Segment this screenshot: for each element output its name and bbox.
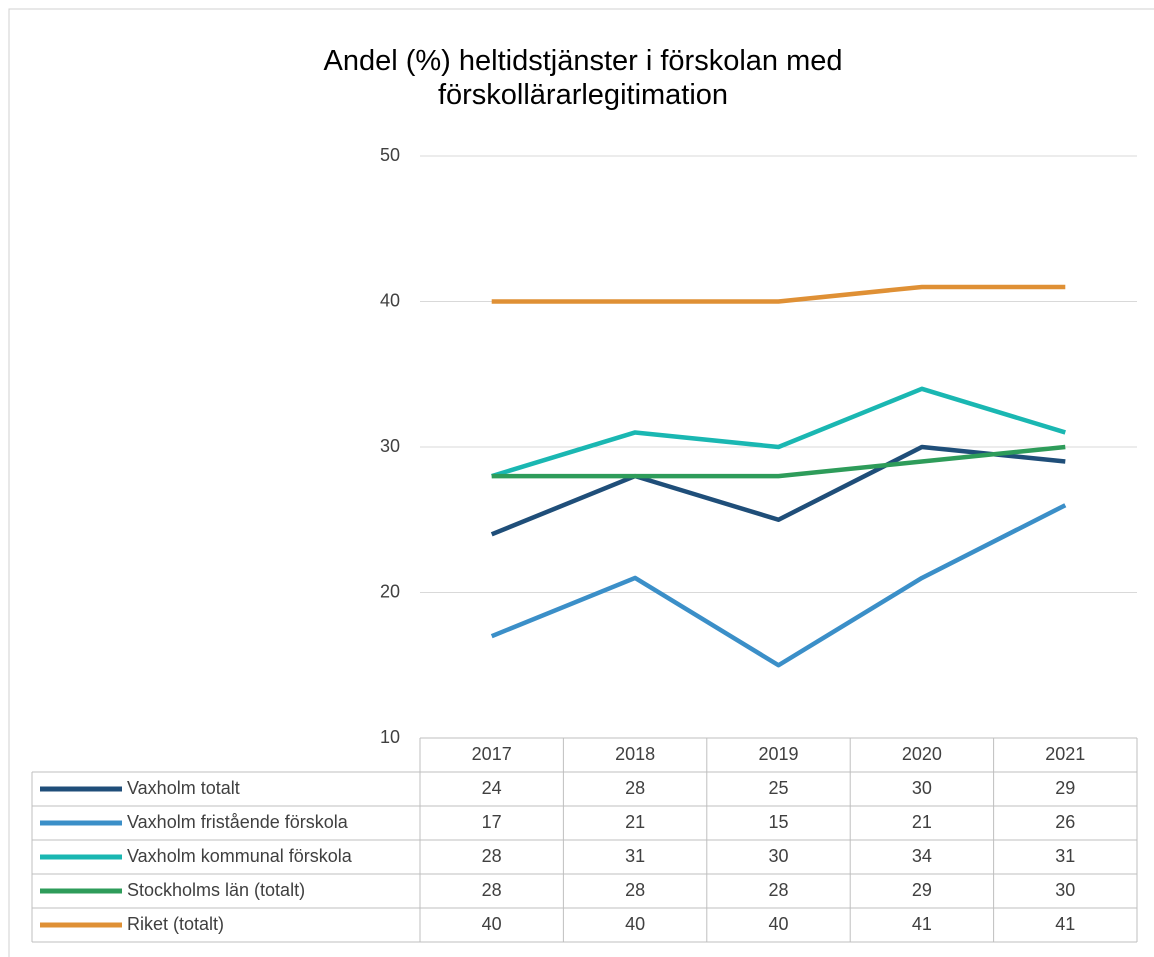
y-tick-label: 40 [380,290,400,310]
series-line [491,444,1066,479]
series-line [491,386,1066,479]
table-value: 31 [625,846,645,866]
y-tick-label: 20 [380,581,400,601]
legend-label: Stockholms län (totalt) [127,880,305,900]
series-line [490,444,1066,537]
series-line [490,503,1067,668]
table-value: 41 [1055,914,1075,934]
table-value: 30 [1055,880,1075,900]
table-value: 28 [482,880,502,900]
table-value: 17 [482,812,502,832]
table-value: 30 [768,846,788,866]
x-tick-label: 2021 [1045,744,1085,764]
legend-label: Vaxholm fristående förskola [127,812,349,832]
x-tick-label: 2020 [902,744,942,764]
legend-label: Vaxholm kommunal förskola [127,846,353,866]
table-value: 31 [1055,846,1075,866]
table-value: 40 [482,914,502,934]
y-tick-label: 10 [380,727,400,747]
x-tick-label: 2018 [615,744,655,764]
x-tick-label: 2017 [472,744,512,764]
table-value: 25 [768,778,788,798]
table-value: 21 [625,812,645,832]
table-value: 29 [1055,778,1075,798]
table-value: 34 [912,846,932,866]
legend-label: Riket (totalt) [127,914,224,934]
table-value: 24 [482,778,502,798]
table-value: 15 [768,812,788,832]
table-value: 41 [912,914,932,934]
table-value: 40 [625,914,645,934]
table-value: 29 [912,880,932,900]
table-value: 28 [625,778,645,798]
table-value: 28 [768,880,788,900]
x-tick-label: 2019 [758,744,798,764]
legend-label: Vaxholm totalt [127,778,240,798]
frame [8,8,1154,957]
y-tick-label: 50 [380,145,400,165]
table-value: 30 [912,778,932,798]
table-value: 21 [912,812,932,832]
table-value: 28 [625,880,645,900]
table-value: 40 [768,914,788,934]
y-tick-label: 30 [380,436,400,456]
table-value: 26 [1055,812,1075,832]
table-value: 28 [482,846,502,866]
chart-title: Andel (%) heltidstjänster i förskolan me… [323,45,843,111]
series-line [491,284,1066,304]
